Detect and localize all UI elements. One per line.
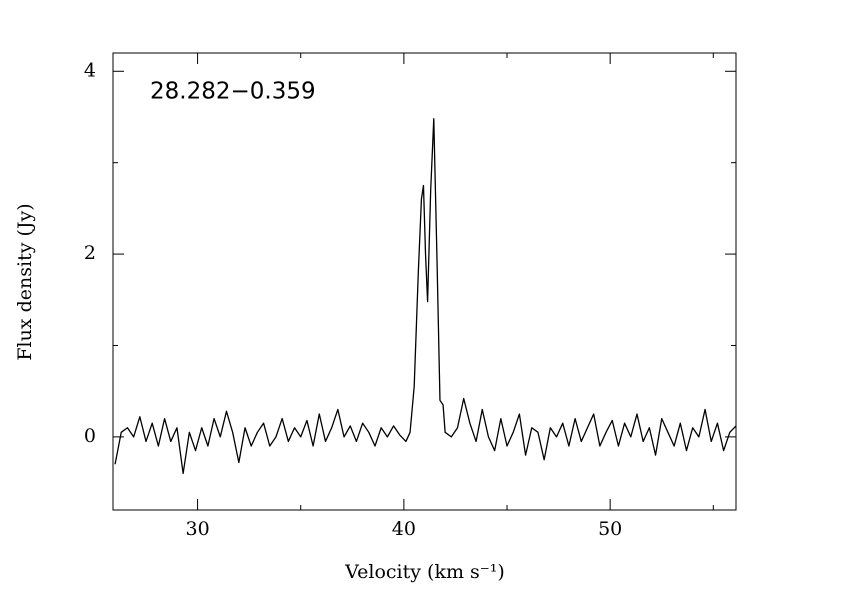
plot-frame: [112, 52, 737, 511]
x-tick-label: 30: [185, 518, 209, 540]
y-tick-label: 4: [84, 59, 96, 81]
x-axis-label: Velocity (km s⁻¹): [344, 561, 505, 583]
y-tick-label: 2: [84, 242, 96, 264]
annotation: 28.282−0.359: [150, 79, 316, 105]
y-tick-label: 0: [84, 425, 96, 447]
x-tick-label: 40: [392, 518, 416, 540]
spectrum-line: [114, 118, 736, 475]
x-tick-label: 50: [598, 518, 622, 540]
y-axis-label: Flux density (Jy): [14, 203, 36, 360]
